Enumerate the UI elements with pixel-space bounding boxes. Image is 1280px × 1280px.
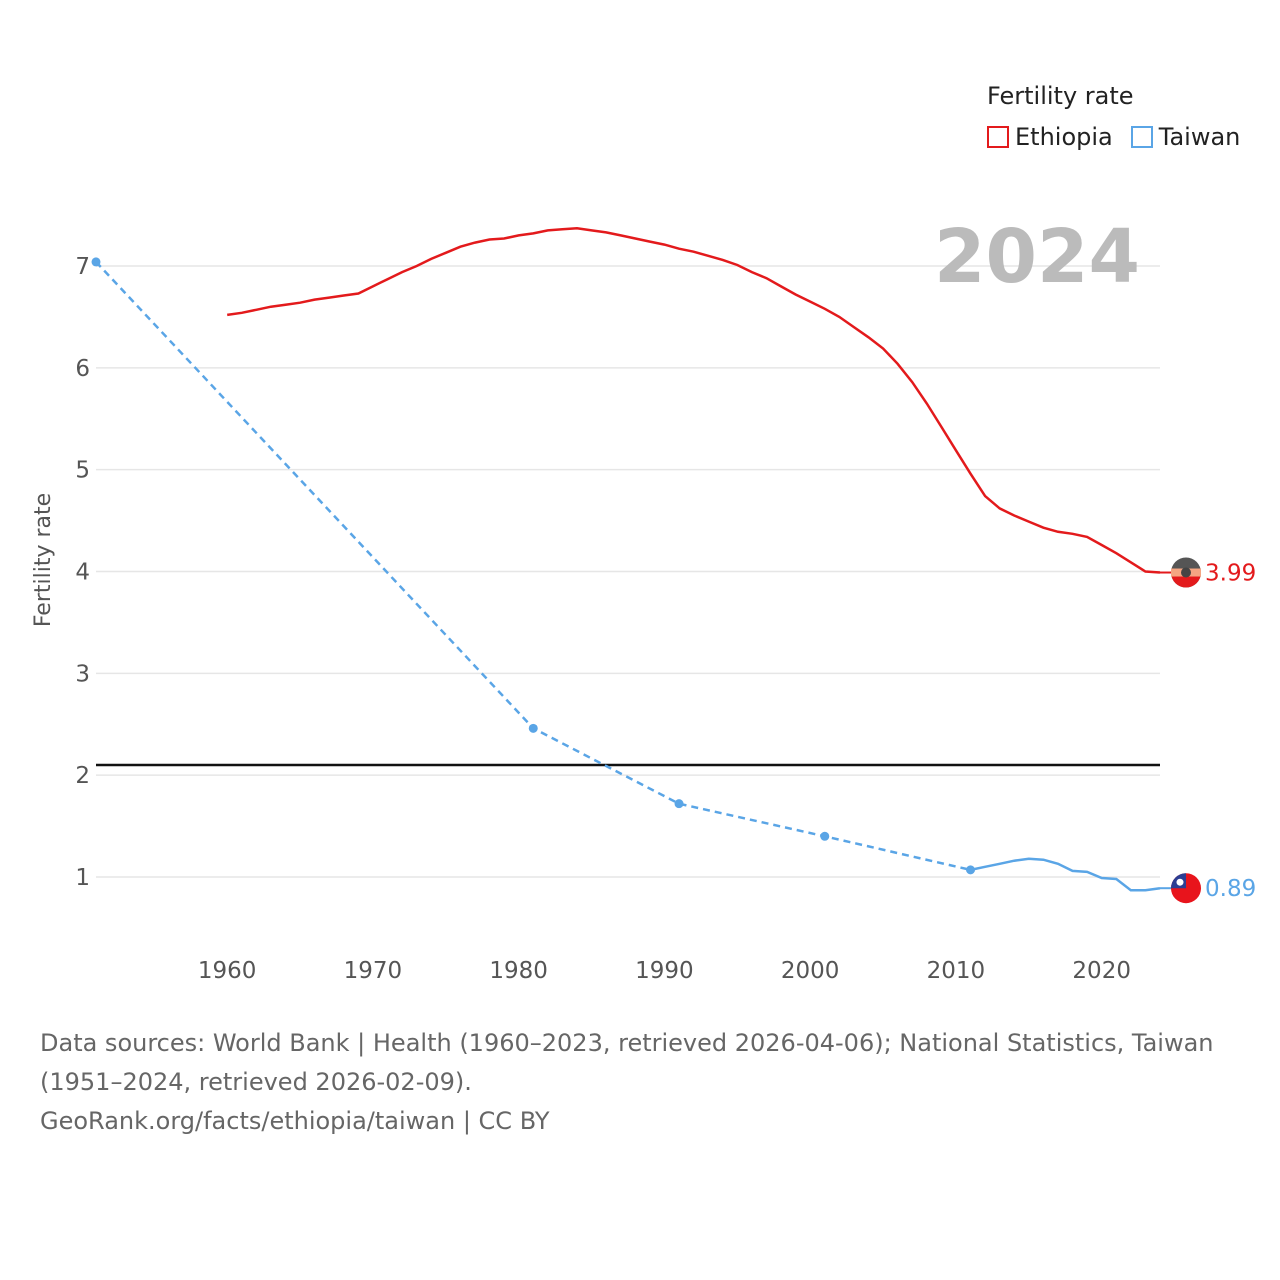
x-tick-2020: 2020 bbox=[1072, 958, 1131, 984]
y-tick-6: 6 bbox=[75, 356, 90, 382]
x-tick-1990: 1990 bbox=[635, 958, 694, 984]
data-point-taiwan-1991 bbox=[674, 799, 684, 809]
y-axis-label: Fertility rate bbox=[31, 493, 56, 627]
series-line-taiwan bbox=[970, 857, 1161, 892]
y-tick-2: 2 bbox=[75, 763, 90, 789]
end-label-taiwan: 0.89 bbox=[1205, 876, 1256, 902]
footer: Data sources: World Bank | Health (1960–… bbox=[40, 1024, 1250, 1141]
legend-item-ethiopia[interactable]: Ethiopia bbox=[987, 123, 1113, 151]
year-label: 2024 bbox=[934, 214, 1140, 300]
flag-icon-taiwan bbox=[1171, 873, 1201, 904]
series-line-ethiopia bbox=[227, 227, 1161, 574]
legend: Ethiopia Taiwan bbox=[987, 123, 1240, 151]
series-line-taiwan-dashed bbox=[95, 261, 971, 872]
x-tick-1970: 1970 bbox=[344, 958, 403, 984]
flag-sun-taiwan bbox=[1176, 878, 1184, 886]
flag-icon-ethiopia bbox=[1171, 557, 1201, 588]
legend-label-ethiopia: Ethiopia bbox=[1015, 123, 1113, 151]
data-sources: Data sources: World Bank | Health (1960–… bbox=[40, 1029, 1214, 1096]
legend-swatch-taiwan bbox=[1130, 126, 1153, 148]
y-axis-ticks: 1 2 3 4 5 6 7 bbox=[75, 254, 90, 891]
x-tick-2000: 2000 bbox=[781, 958, 840, 984]
fertility-chart: 1 2 3 4 5 6 7 1960 1970 1980 1990 2000 2010 2020 202… bbox=[31, 214, 1256, 984]
x-axis-ticks: 1960 1970 1980 1990 2000 2010 2020 bbox=[198, 958, 1131, 984]
x-tick-2010: 2010 bbox=[927, 958, 986, 984]
flag-emblem-ethiopia bbox=[1181, 567, 1191, 578]
x-tick-1960: 1960 bbox=[198, 958, 257, 984]
y-tick-4: 4 bbox=[75, 560, 90, 586]
y-tick-3: 3 bbox=[75, 661, 90, 687]
x-tick-1980: 1980 bbox=[489, 958, 548, 984]
legend-item-taiwan[interactable]: Taiwan bbox=[1130, 123, 1241, 151]
legend-title: Fertility rate bbox=[987, 82, 1134, 110]
data-point-taiwan-1981 bbox=[528, 723, 538, 733]
legend-swatch-ethiopia bbox=[987, 126, 1009, 148]
legend-label-taiwan: Taiwan bbox=[1158, 123, 1241, 151]
attribution-link[interactable]: GeoRank.org/facts/ethiopia/taiwan | CC B… bbox=[40, 1107, 550, 1135]
data-point-taiwan-2001 bbox=[820, 831, 830, 841]
end-markers: 3.99 0.89 bbox=[1160, 557, 1256, 904]
series-layer bbox=[91, 227, 1161, 892]
y-tick-1: 1 bbox=[75, 865, 90, 891]
end-label-ethiopia: 3.99 bbox=[1205, 561, 1256, 587]
data-point-taiwan-1951 bbox=[91, 257, 101, 267]
y-tick-7: 7 bbox=[75, 254, 90, 280]
grid-lines bbox=[96, 265, 1160, 878]
y-tick-5: 5 bbox=[75, 458, 90, 484]
